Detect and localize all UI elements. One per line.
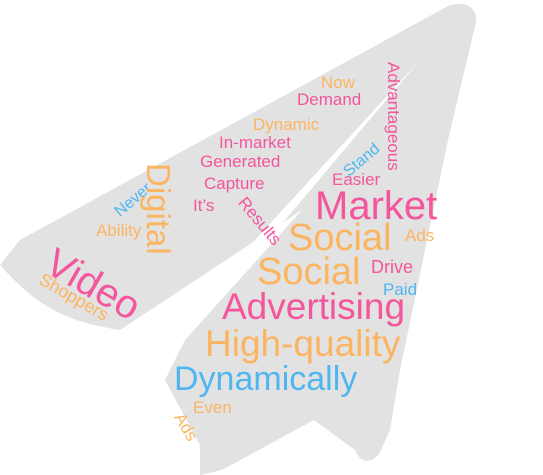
word-ads-1: Ads (405, 226, 435, 245)
word-dynamically: Dynamically (174, 360, 358, 398)
word-dynamic: Dynamic (253, 115, 320, 134)
word-its: It’s (193, 196, 215, 215)
word-social-2: Social (257, 251, 361, 293)
word-ability: Ability (96, 221, 142, 240)
word-now: Now (321, 73, 356, 92)
word-market: Market (315, 184, 438, 228)
word-digital: Digital (140, 163, 177, 255)
word-demand: Demand (297, 90, 362, 109)
word-advantageous: Advantageous (384, 62, 403, 171)
word-generated: Generated (200, 152, 281, 171)
paper-plane-body (0, 3, 477, 475)
word-in-market: In-market (219, 133, 291, 152)
word-paid: Paid (383, 280, 418, 299)
word-drive: Drive (371, 257, 414, 277)
word-capture: Capture (204, 174, 265, 193)
word-social-1: Social (288, 217, 392, 259)
word-even: Even (193, 398, 232, 417)
word-easier: Easier (332, 170, 381, 189)
paper-plane-crease (190, 60, 420, 330)
word-advertising: Advertising (222, 286, 406, 327)
word-high-quality: High-quality (205, 323, 401, 364)
